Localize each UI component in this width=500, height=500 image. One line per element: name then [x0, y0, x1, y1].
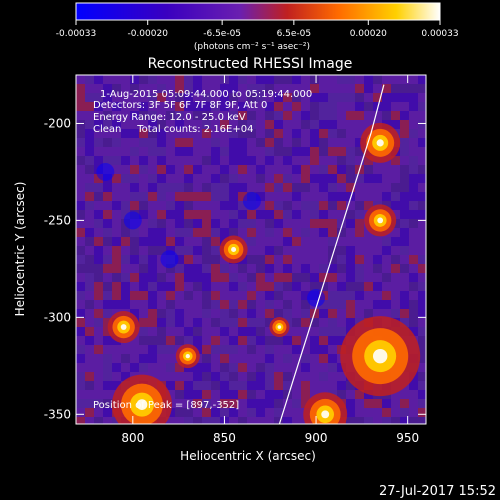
- chart-title: Reconstructed RHESSI Image: [148, 56, 353, 72]
- x-axis-label: Heliocentric X (arcsec): [180, 449, 316, 463]
- plot-frame: [75, 74, 427, 425]
- y-axis-label: Heliocentric Y (arcsec): [13, 182, 27, 317]
- x-tick-label: 850: [213, 431, 236, 445]
- y-tick-label: -300: [44, 310, 71, 324]
- annotation-detectors: Detectors: 3F 5F 6F 7F 8F 9F, Att 0: [93, 100, 267, 111]
- colorbar-tick-label: -0.00033: [56, 29, 96, 39]
- colorbar-tick-label: -6.5e-05: [203, 29, 241, 39]
- y-tick-label: -250: [44, 213, 71, 227]
- annotation-peak: Position of Peak = [897,-352]: [93, 400, 239, 411]
- colorbar-unit-label: (photons cm⁻² s⁻¹ asec⁻²): [194, 42, 310, 52]
- colorbar-tick-label: 0.00020: [350, 29, 387, 39]
- colorbar-tick-label: 0.00033: [421, 29, 458, 39]
- annotation-counts: Clean Total counts: 2.16E+04: [93, 124, 253, 135]
- annotation-time: 1-Aug-2015 05:09:44.000 to 05:19:44.000: [100, 89, 312, 100]
- heatmap: [76, 75, 426, 424]
- footer-timestamp: 27-Jul-2017 15:52: [379, 484, 496, 499]
- solar-limb: [278, 84, 385, 424]
- x-tick-label: 800: [121, 431, 144, 445]
- colorbar-tick-label: -0.00020: [127, 29, 168, 39]
- y-tick-label: -350: [44, 407, 71, 421]
- colorbar-tick-label: 6.5e-05: [277, 29, 312, 39]
- x-tick-label: 950: [396, 431, 419, 445]
- x-tick-label: 900: [305, 431, 328, 445]
- y-tick-label: -200: [44, 116, 71, 130]
- axis-ticks: 800 850 900 950 -200 -250 -300 -350: [44, 75, 426, 445]
- annotation-energy: Energy Range: 12.0 - 25.0 keV: [93, 112, 246, 123]
- colorbar-ticks: -0.00033 -0.00020 -6.5e-05 6.5e-05 0.00020 0.…: [56, 20, 459, 39]
- colorbar: [75, 2, 441, 21]
